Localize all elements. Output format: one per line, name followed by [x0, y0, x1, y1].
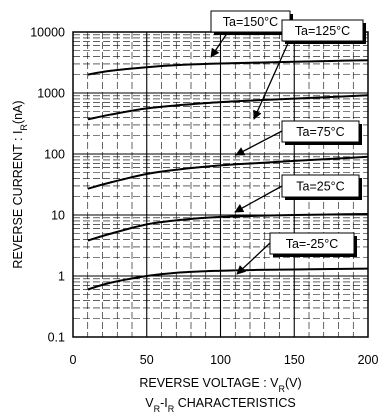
callout-label: Ta=-25°C: [286, 237, 339, 251]
callout-arrow: [236, 242, 271, 275]
y-tick-label: 10: [51, 209, 65, 223]
callout-label: Ta=125°C: [295, 24, 350, 38]
callout-box: [281, 19, 364, 42]
callout-box: [281, 174, 360, 198]
chart-title: VR-IR CHARACTERISTICS: [145, 396, 296, 414]
y-tick-label: 100: [44, 148, 65, 162]
callout-label: Ta=75°C: [296, 125, 344, 139]
x-tick-label: 200: [358, 353, 379, 367]
callout-arrow: [210, 31, 229, 58]
y-tick-label: 1: [58, 270, 65, 284]
callout-box: [281, 120, 360, 143]
x-tick-label: 150: [284, 353, 305, 367]
x-tick-label: 50: [140, 353, 154, 367]
y-tick-labels: 0.1 1 10 100 1000 10000: [30, 26, 65, 345]
x-tick-label: 0: [70, 353, 77, 367]
series-line: [87, 213, 369, 242]
y-axis-label: REVERSE CURRENT : IR(nA): [11, 100, 29, 268]
callout-box: [269, 232, 355, 255]
y-tick-label: 1000: [37, 87, 65, 101]
y-tick-label: 10000: [30, 26, 65, 40]
callout-arrow: [235, 130, 283, 156]
series-layer: [87, 59, 369, 291]
series-line: [87, 59, 369, 76]
x-axis-label: REVERSE VOLTAGE : VR(V): [139, 376, 301, 394]
callout-label: Ta=150°C: [223, 15, 278, 29]
callout-arrow: [234, 185, 283, 213]
x-tick-labels: 0 50 100 150 200: [70, 353, 379, 367]
series-line: [87, 267, 369, 291]
callout-arrow: [253, 40, 290, 120]
series-line: [87, 94, 369, 121]
series-callouts: Ta=150°C Ta=125°C Ta=75°C Ta=25°C Ta=-25°C: [210, 10, 366, 275]
y-tick-label: 0.1: [48, 331, 65, 345]
x-tick-label: 100: [210, 353, 231, 367]
callout-label: Ta=25°C: [296, 180, 344, 194]
series-line: [87, 155, 369, 190]
